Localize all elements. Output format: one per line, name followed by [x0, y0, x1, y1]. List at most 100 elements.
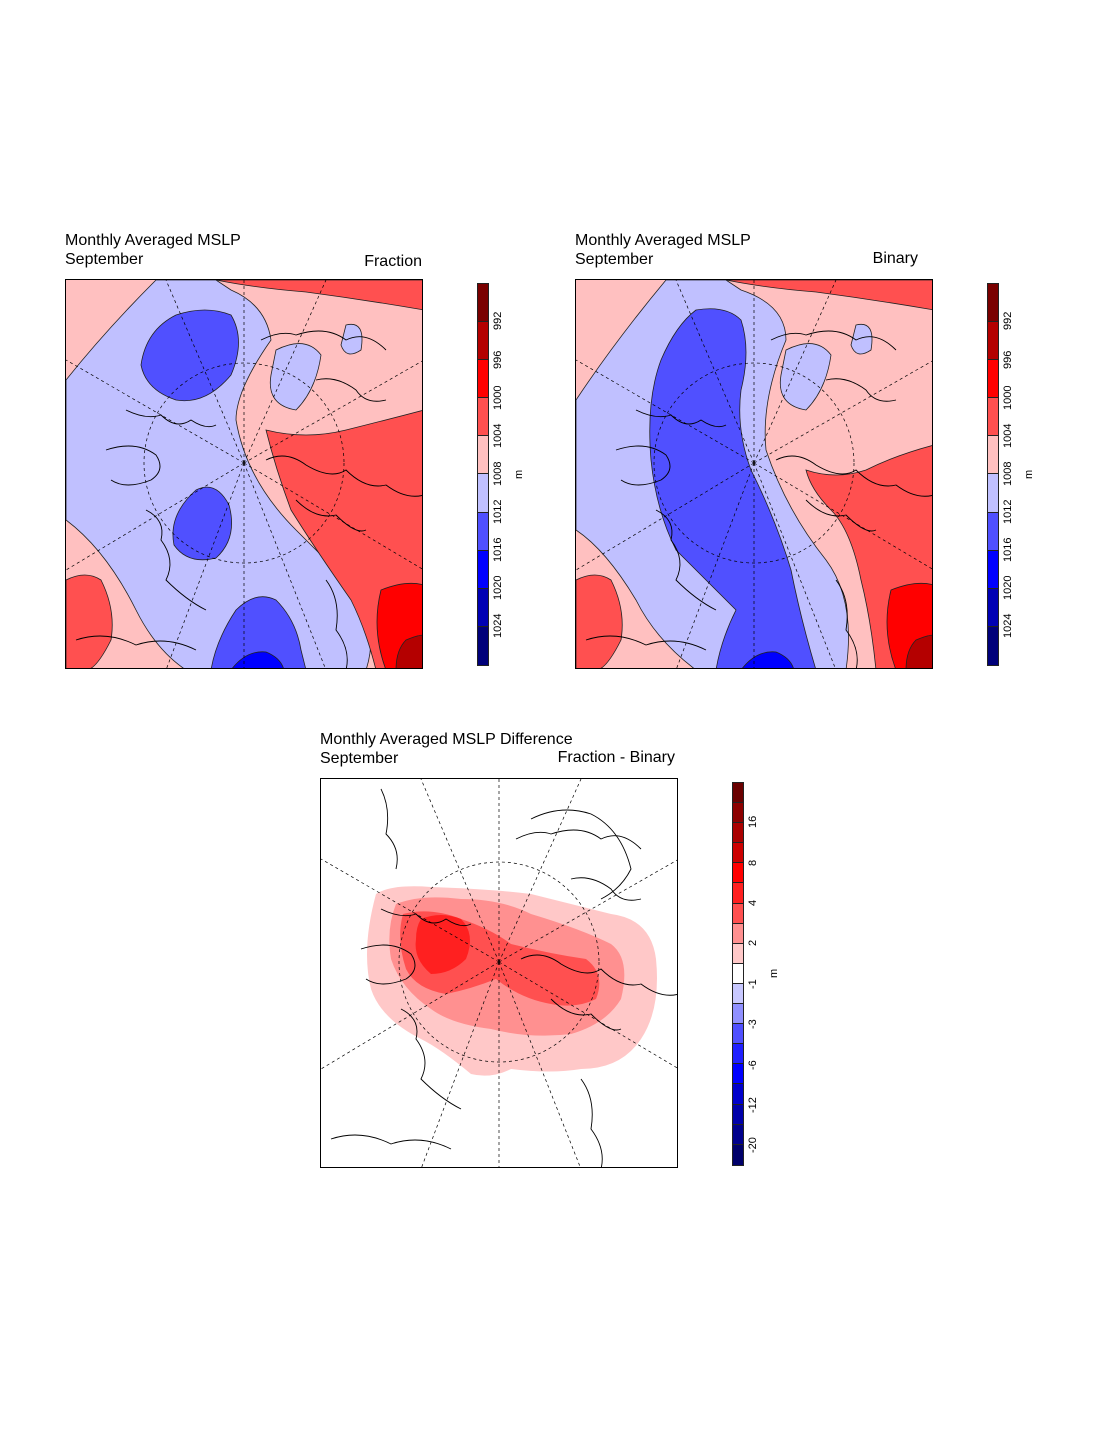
contour-1020-1024	[905, 634, 932, 668]
coastlines	[330, 788, 677, 1167]
colorbar-bin	[733, 1144, 743, 1165]
contour-1012-1016-top	[215, 280, 422, 311]
panel-3-title-line1: Monthly Averaged MSLP Difference	[320, 731, 573, 748]
panel-2-right-label: Binary	[872, 250, 918, 267]
panel-3-colorbar	[732, 782, 744, 1166]
panel-3-title: Monthly Averaged MSLP Difference Septemb…	[320, 730, 573, 768]
colorbar-bin	[478, 284, 488, 323]
contour-lavender-greenland	[779, 343, 832, 411]
colorbar-tick-label: 1012	[1002, 499, 1014, 524]
contour-1000-1004-low-b	[172, 486, 232, 561]
panel-2-colorbar-unit: m	[1023, 469, 1035, 479]
colorbar-bin	[733, 803, 743, 824]
colorbar-bin	[988, 284, 998, 323]
colorbar-tick-label: -6	[747, 1059, 759, 1070]
colorbar-tick-label: 1000	[1002, 385, 1014, 410]
colorbar-tick-label: 1020	[492, 575, 504, 601]
contour-lavender-island	[340, 323, 363, 355]
panel-1-title-line1: Monthly Averaged MSLP	[65, 232, 241, 249]
colorbar-tick-label: 996	[1002, 350, 1014, 369]
contour-lavender-island	[850, 323, 873, 355]
graticule	[66, 280, 422, 668]
contour-1012-1016-west	[576, 574, 623, 668]
contour-1012-1016-west	[66, 574, 113, 668]
colorbar-bin	[478, 550, 488, 589]
colorbar-tick-label: -3	[747, 1019, 759, 1030]
colorbar-bin	[988, 322, 998, 361]
colorbar-bin	[733, 923, 743, 944]
colorbar-bin	[478, 322, 488, 361]
colorbar-tick-label: 4	[747, 899, 759, 906]
colorbar-tick-label: 1008	[492, 461, 504, 486]
colorbar-tick-label: 16	[747, 816, 759, 829]
colorbar-tick-label: 1016	[492, 537, 504, 563]
colorbar-tick-label: 1012	[492, 499, 504, 524]
panel-2-title-line1: Monthly Averaged MSLP	[575, 232, 751, 249]
contour-lavender-greenland	[269, 343, 322, 411]
panel-1-map-svg	[66, 280, 422, 668]
panel-1-right-label: Fraction	[364, 253, 422, 270]
colorbar-tick-label: 1004	[1002, 423, 1014, 448]
colorbar-bin	[478, 398, 488, 437]
panel-3-title-line2: September	[320, 750, 399, 767]
graticule	[576, 280, 932, 668]
panel-1-title-line2: September	[65, 251, 144, 268]
colorbar-bin	[988, 474, 998, 513]
colorbar-tick-label: -12	[747, 1097, 759, 1113]
colorbar-bin	[733, 783, 743, 804]
panel-2-title-line2: September	[575, 251, 654, 268]
colorbar-bin	[733, 1064, 743, 1085]
colorbar-bin	[733, 1124, 743, 1145]
contour-4-6	[415, 915, 470, 974]
contour-996-1000	[742, 651, 794, 668]
panel-3-map-svg	[321, 779, 677, 1167]
colorbar-bin	[733, 883, 743, 904]
colorbar-bin	[478, 474, 488, 513]
colorbar-tick-label: -20	[747, 1137, 759, 1154]
contour-1020-1024	[395, 634, 422, 668]
colorbar-bin	[988, 512, 998, 551]
colorbar-bin	[733, 903, 743, 924]
colorbar-bin	[733, 1024, 743, 1045]
colorbar-tick-label: 1024	[492, 613, 504, 639]
panel-1-colorbar-unit: m	[513, 469, 525, 479]
colorbar-bin	[733, 843, 743, 864]
contour-1004-1008	[66, 280, 372, 668]
colorbar-bin	[733, 1004, 743, 1025]
panel-2-title: Monthly Averaged MSLP September	[575, 231, 751, 269]
colorbar-bin	[733, 1044, 743, 1065]
panel-3-colorbar-unit: m	[768, 968, 780, 978]
panel-3-right-label: Fraction - Binary	[557, 749, 675, 766]
colorbar-tick-label: 1000	[492, 385, 504, 410]
colorbar-tick-label: 996	[492, 350, 504, 369]
colorbar-bin	[478, 626, 488, 665]
colorbar-tick-label: 1016	[1002, 537, 1014, 563]
colorbar-bin	[733, 983, 743, 1005]
colorbar-tick-label: 8	[747, 859, 759, 866]
contour-1012-1016-top	[725, 280, 932, 311]
panel-2-map-svg	[576, 280, 932, 668]
colorbar-tick-label: 1024	[1002, 613, 1014, 639]
colorbar-bin	[988, 626, 998, 665]
colorbar-bin	[733, 943, 743, 964]
contour-1000-1004-low-c	[210, 596, 306, 668]
colorbar-bin	[733, 1104, 743, 1125]
panel-1-colorbar	[477, 283, 489, 666]
colorbar-bin	[478, 512, 488, 551]
colorbar-tick-label: 1020	[1002, 575, 1014, 601]
contour-996-1000	[232, 651, 284, 668]
colorbar-bin	[988, 550, 998, 589]
colorbar-bin	[478, 436, 488, 475]
colorbar-bin	[733, 823, 743, 844]
contour-1000-1004-trough	[649, 308, 816, 668]
colorbar-tick-label: 1004	[492, 423, 504, 448]
colorbar-tick-label: 1008	[1002, 461, 1014, 486]
colorbar-bin	[988, 436, 998, 475]
panel-2-map	[575, 279, 933, 669]
graticule	[321, 779, 677, 1167]
panel-1-map	[65, 279, 423, 669]
colorbar-bin	[733, 863, 743, 884]
panel-3-map	[320, 778, 678, 1168]
contour-1000-1004-low-a	[140, 309, 239, 402]
panel-2-colorbar	[987, 283, 999, 666]
